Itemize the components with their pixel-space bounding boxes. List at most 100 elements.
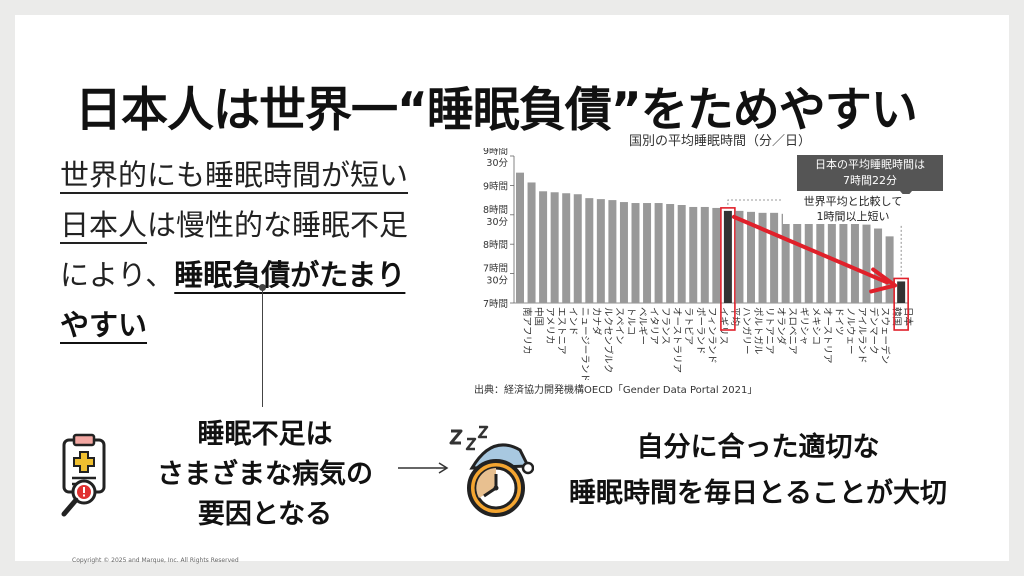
- x-tick-label: メキシコ: [810, 307, 821, 345]
- advice-text: 自分に合った適切な 睡眠時間を毎日とることが大切: [538, 425, 978, 517]
- y-tick-label: 9時間: [483, 181, 508, 192]
- cause-line-3: 要因となる: [197, 499, 333, 530]
- bar-アメリカ: [539, 191, 548, 303]
- lead-line-2-rest: は慢性的な睡眠不足: [147, 208, 409, 242]
- y-tick-label: 9時間: [483, 148, 508, 157]
- x-tick-label: オランダ: [775, 307, 787, 346]
- bar-アイルランド: [850, 222, 859, 303]
- x-tick-label: オーストラリア: [671, 307, 682, 373]
- lead-text: 世界的にも睡眠時間が短い 日本人は慢性的な睡眠不足 により、睡眠負債がたまり や…: [60, 150, 480, 350]
- x-tick-label: イタリア: [648, 307, 659, 345]
- callout-line-1: 日本の平均睡眠時間は: [815, 158, 925, 171]
- bar-南アフリカ: [516, 172, 524, 303]
- bar-ハンガリー: [735, 210, 744, 303]
- y-tick-label: 30分: [486, 217, 508, 228]
- highlight-box-日本: [893, 277, 909, 331]
- x-tick-label: リトアニア: [764, 307, 775, 354]
- x-tick-label: フィンランド: [706, 307, 717, 364]
- x-tick-label: ポーランド: [694, 307, 705, 355]
- x-tick-label: スロベニア: [787, 307, 798, 355]
- x-tick-label: トルコ: [625, 307, 636, 335]
- lead-line-1: 世界的にも睡眠時間が短い: [60, 158, 409, 192]
- callout-line-2: 7時間22分: [843, 174, 897, 187]
- bar-ギリシャ: [793, 214, 802, 303]
- bar-ラトビア: [677, 205, 686, 303]
- y-tick-label: 8時間: [483, 240, 508, 251]
- x-tick-label: エストニア: [556, 307, 567, 355]
- lead-line-4-bold: やすい: [60, 308, 148, 342]
- x-tick-label: フランス: [660, 307, 671, 345]
- cause-line-2: さまざまな病気の: [157, 459, 373, 490]
- bar-インド: [562, 193, 571, 303]
- y-tick-label: 7時間: [483, 299, 508, 310]
- bar-平均: [723, 210, 732, 303]
- bar-ベルギー: [631, 203, 640, 303]
- bar-オランダ: [770, 212, 779, 303]
- red-arrow: [731, 214, 890, 285]
- bar-メキシコ: [804, 215, 813, 303]
- advice-line-2: 睡眠時間を毎日とることが大切: [569, 478, 947, 509]
- x-tick-label: デンマーク: [868, 307, 880, 355]
- x-tick-label: ハンガリー: [740, 307, 751, 355]
- bar-韓国: [885, 236, 894, 303]
- chart-title: 国別の平均睡眠時間（分／日）: [628, 134, 811, 149]
- bar-スロベニア: [781, 213, 790, 303]
- x-tick-label: アイルランド: [856, 307, 867, 364]
- highlight-box-平均: [720, 207, 736, 331]
- x-tick-label: ルクセンブルク: [602, 307, 614, 373]
- bar-ポーランド: [689, 206, 698, 303]
- bar-イギリス: [712, 207, 721, 303]
- bar-中国: [527, 182, 536, 303]
- bar-リトアニア: [758, 212, 767, 303]
- bar-イタリア: [643, 203, 652, 303]
- japan-callout: 日本の平均睡眠時間は 7時間22分: [797, 155, 943, 191]
- copyright: Copyright © 2025 and Marque, Inc. All Ri…: [72, 557, 239, 564]
- x-tick-label: ベルギー: [637, 307, 648, 345]
- bar-フィンランド: [700, 206, 709, 303]
- connector-line: [262, 287, 263, 407]
- x-tick-label: ラトビア: [683, 307, 694, 345]
- x-tick-label: アメリカ: [544, 307, 555, 345]
- bar-オーストリア: [816, 216, 825, 303]
- x-tick-label: カナダ: [590, 307, 602, 336]
- x-tick-label: オーストリア: [821, 307, 832, 364]
- comparison-note: 世界平均と比較して 1時間以上短い: [783, 194, 923, 224]
- bar-オーストラリア: [666, 204, 675, 303]
- bar-ポルトガル: [747, 211, 755, 303]
- bar-エストニア: [550, 192, 559, 303]
- bar-スペイン: [608, 200, 617, 303]
- bar-ルクセンブルク: [596, 199, 605, 303]
- x-tick-label: スペイン: [613, 307, 624, 344]
- lead-line-3-pre: により、: [60, 258, 175, 292]
- cause-line-1: 睡眠不足は: [197, 419, 333, 450]
- x-tick-label: 韓国: [891, 307, 902, 326]
- zzz-icon: [449, 425, 489, 451]
- x-tick-label: ギリシャ: [798, 307, 809, 345]
- comparison-line-2: 1時間以上短い: [816, 210, 890, 223]
- bar-スウェーデン: [874, 228, 883, 303]
- bar-デンマーク: [862, 224, 871, 303]
- x-tick-label: ドイツ: [833, 307, 844, 336]
- y-tick-label: 7時間: [483, 264, 508, 275]
- bar-トルコ: [619, 202, 628, 303]
- x-tick-label: ポルトガル: [752, 307, 763, 355]
- right-arrow-icon: [398, 462, 449, 474]
- comparison-line-1: 世界平均と比較して: [803, 195, 903, 208]
- y-tick-label: 30分: [486, 276, 508, 287]
- y-tick-label: 8時間: [483, 205, 508, 216]
- bar-ニュージーランド: [573, 194, 582, 303]
- bar-フランス: [654, 203, 663, 303]
- sleeping-clock-icon: [467, 443, 534, 517]
- x-tick-label: イギリス: [717, 307, 728, 345]
- x-tick-label: インド: [567, 307, 578, 336]
- lead-line-2-underlined: 日本人: [60, 208, 148, 242]
- x-tick-label: 中国: [533, 307, 545, 326]
- lead-line-3-bold: 睡眠負債がたまり: [174, 258, 406, 292]
- y-tick-label: 30分: [486, 158, 508, 169]
- medical-clipboard-icon: [61, 433, 106, 517]
- chart-source: 出典：経済協力開発機構OECD「Gender Data Portal 2021」: [474, 385, 758, 396]
- cause-text: 睡眠不足は さまざまな病気の 要因となる: [130, 415, 400, 535]
- x-tick-label: ノルウェー: [844, 307, 855, 355]
- x-tick-label: スウェーデン: [879, 307, 891, 364]
